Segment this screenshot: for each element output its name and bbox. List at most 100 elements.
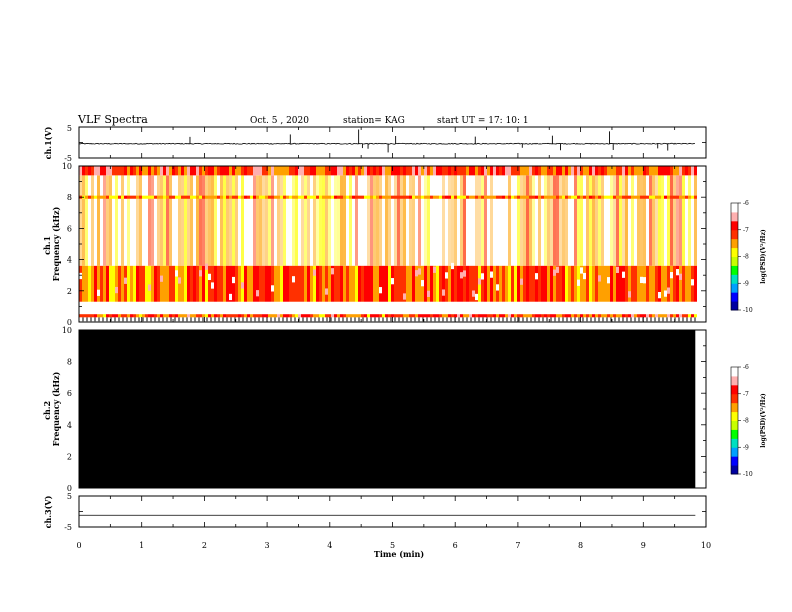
spectrogram-band-cell xyxy=(538,195,541,199)
spectrogram-band-cell xyxy=(286,265,289,302)
spectrogram-band-cell xyxy=(694,314,697,318)
spectrogram-band-cell xyxy=(136,314,139,318)
spectrogram-band-cell xyxy=(439,195,442,199)
spectrogram-hotspot xyxy=(124,277,127,284)
spectrogram-band-cell xyxy=(292,265,295,302)
spectrogram-column xyxy=(529,175,532,266)
spectrogram-band-cell xyxy=(343,265,346,302)
spectrogram-band-cell xyxy=(286,314,289,318)
spectrogram-band-cell xyxy=(685,166,688,176)
ch2-spectrogram-ytick-labels: 0 2 4 6 8 10 xyxy=(62,326,72,493)
spectrogram-column xyxy=(214,175,217,266)
spectrogram-band-cell xyxy=(484,265,487,302)
spectrogram-band-cell xyxy=(640,195,643,199)
spectrogram-column xyxy=(307,175,310,266)
spectrogram-band-cell xyxy=(313,195,316,199)
time-axis-tick-label: 4 xyxy=(327,541,332,550)
spectrogram-column xyxy=(265,175,268,266)
spectrogram-band-cell xyxy=(418,166,421,176)
spectrogram-band-cell xyxy=(478,195,481,199)
spectrogram-band-cell xyxy=(205,166,208,176)
spectrogram-column xyxy=(595,175,598,266)
spectrogram-band-cell xyxy=(100,166,103,176)
spectrogram-band-cell xyxy=(325,166,328,176)
spectrogram-column xyxy=(649,175,652,266)
spectrogram-band-cell xyxy=(388,314,391,318)
spectrogram-column xyxy=(379,175,382,266)
spectrogram-column xyxy=(160,175,163,266)
spectrogram-hotspot xyxy=(205,263,208,270)
spectrogram-band-cell xyxy=(226,314,229,318)
spectrogram-band-cell xyxy=(571,195,574,199)
spectrogram-band-cell xyxy=(97,166,100,176)
spectrogram-band-cell xyxy=(472,166,475,176)
spectrogram-band-cell xyxy=(436,314,439,318)
spectrogram-hotspot xyxy=(667,287,670,294)
spectrogram-band-cell xyxy=(661,195,664,199)
spectrogram-band-cell xyxy=(658,166,661,176)
spectrogram-column xyxy=(619,175,622,266)
spectrogram-band-cell xyxy=(571,265,574,302)
spectrogram-band-cell xyxy=(130,265,133,302)
spectrogram-column xyxy=(211,175,214,266)
frequency-tick-label: 6 xyxy=(67,224,72,233)
spectrogram-band-cell xyxy=(436,265,439,302)
spectrogram-band-cell xyxy=(280,166,283,176)
start-time-label: start UT = 17: 10: 1 xyxy=(437,116,529,126)
spectrogram-band-cell xyxy=(181,265,184,302)
spectrogram-column xyxy=(574,175,577,266)
spectrogram-band-cell xyxy=(352,265,355,302)
spectrogram-band-cell xyxy=(322,265,325,302)
spectrogram-band-cell xyxy=(385,265,388,302)
colorbar-segment xyxy=(731,438,738,448)
spectrogram-column xyxy=(196,175,199,266)
spectrogram-band-cell xyxy=(421,166,424,176)
spectrogram-band-cell xyxy=(280,265,283,302)
spectrogram-band-cell xyxy=(541,195,544,199)
spectrogram-band-cell xyxy=(625,195,628,199)
spectrogram-band-cell xyxy=(265,195,268,199)
spectrogram-band-cell xyxy=(544,166,547,176)
spectrogram-column xyxy=(184,175,187,266)
spectrogram-hotspot xyxy=(199,270,202,277)
spectrogram-band-cell xyxy=(163,265,166,302)
spectrogram-band-cell xyxy=(214,166,217,176)
spectrogram-band-cell xyxy=(397,166,400,176)
spectrogram-band-cell xyxy=(583,195,586,199)
spectrogram-band-cell xyxy=(679,166,682,176)
spectrogram-band-cell xyxy=(118,195,121,199)
spectrogram-band-cell xyxy=(415,166,418,176)
spectrogram-band-cell xyxy=(370,314,373,318)
date-label: Oct. 5 , 2020 xyxy=(250,116,309,126)
spectrogram-band-cell xyxy=(259,265,262,302)
spectrogram-column xyxy=(103,175,106,266)
spectrogram-band-cell xyxy=(466,166,469,176)
spectrogram-band-cell xyxy=(517,265,520,302)
spectrogram-hotspot xyxy=(433,266,436,273)
spectrogram-band-cell xyxy=(283,195,286,199)
spectrogram-hotspot xyxy=(325,288,328,295)
spectrogram-band-cell xyxy=(553,195,556,199)
spectrogram-band-cell xyxy=(181,195,184,199)
spectrogram-band-cell xyxy=(103,195,106,199)
spectrogram-band-cell xyxy=(379,195,382,199)
spectrogram-band-cell xyxy=(274,314,277,318)
spectrogram-band-cell xyxy=(667,265,670,302)
spectrogram-column xyxy=(424,175,427,266)
spectrogram-band-cell xyxy=(229,314,232,318)
spectrogram-column xyxy=(280,175,283,266)
spectrogram-column xyxy=(679,175,682,266)
spectrogram-band-cell xyxy=(598,265,601,302)
spectrogram-band-cell xyxy=(556,265,559,302)
spectrogram-band-cell xyxy=(232,195,235,199)
spectrogram-band-cell xyxy=(364,195,367,199)
spectrogram-band-cell xyxy=(655,166,658,176)
spectrogram-band-cell xyxy=(298,195,301,199)
spectrogram-band-cell xyxy=(661,265,664,302)
spectrogram-band-cell xyxy=(652,166,655,176)
spectrogram-band-cell xyxy=(436,195,439,199)
spectrogram-column xyxy=(517,175,520,266)
spectrogram-band-cell xyxy=(394,265,397,302)
spectrogram-band-cell xyxy=(523,265,526,302)
